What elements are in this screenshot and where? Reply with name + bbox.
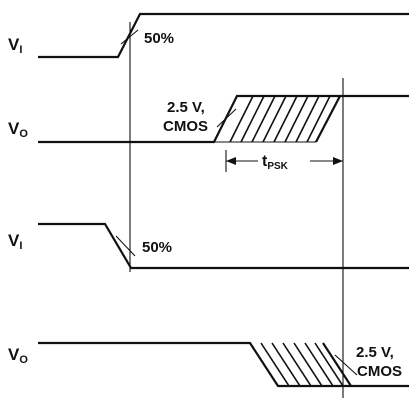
skew-label: tPSK [262, 153, 289, 172]
threshold-tick-rise [120, 29, 139, 45]
signal-label-vi-bottom: VI [8, 231, 22, 252]
skew-window-hatch-bottom [260, 342, 344, 387]
signal-label-vo-top: VO [8, 119, 28, 140]
waveform-output-rising-early [38, 94, 409, 144]
level-label-top-line1: 2.5 V, [167, 99, 205, 116]
waveform-output-rising-late [315, 95, 341, 143]
threshold-tick-fall [115, 235, 136, 257]
signal-label-vo-bottom: VO [8, 345, 28, 366]
level-tick-bottom [334, 354, 358, 376]
level-label-bottom-line1: 2.5 V, [356, 344, 394, 361]
waveform-input-falling [38, 222, 409, 270]
level-label-bottom-line2: CMOS [357, 363, 402, 380]
waveform-input-rising [38, 12, 409, 59]
level-label-top-line2: CMOS [163, 118, 208, 135]
waveform-output-falling-late [322, 342, 352, 387]
threshold-label-fall: 50% [142, 239, 172, 256]
skew-arrowhead-right [333, 157, 343, 165]
skew-window-hatch-top [229, 95, 331, 143]
skew-arrowhead-left [226, 157, 236, 165]
level-tick-top [216, 108, 237, 128]
threshold-label-rise: 50% [144, 30, 174, 47]
waveform-output-falling-early [38, 341, 409, 388]
signal-label-vi-top: VI [8, 35, 22, 56]
